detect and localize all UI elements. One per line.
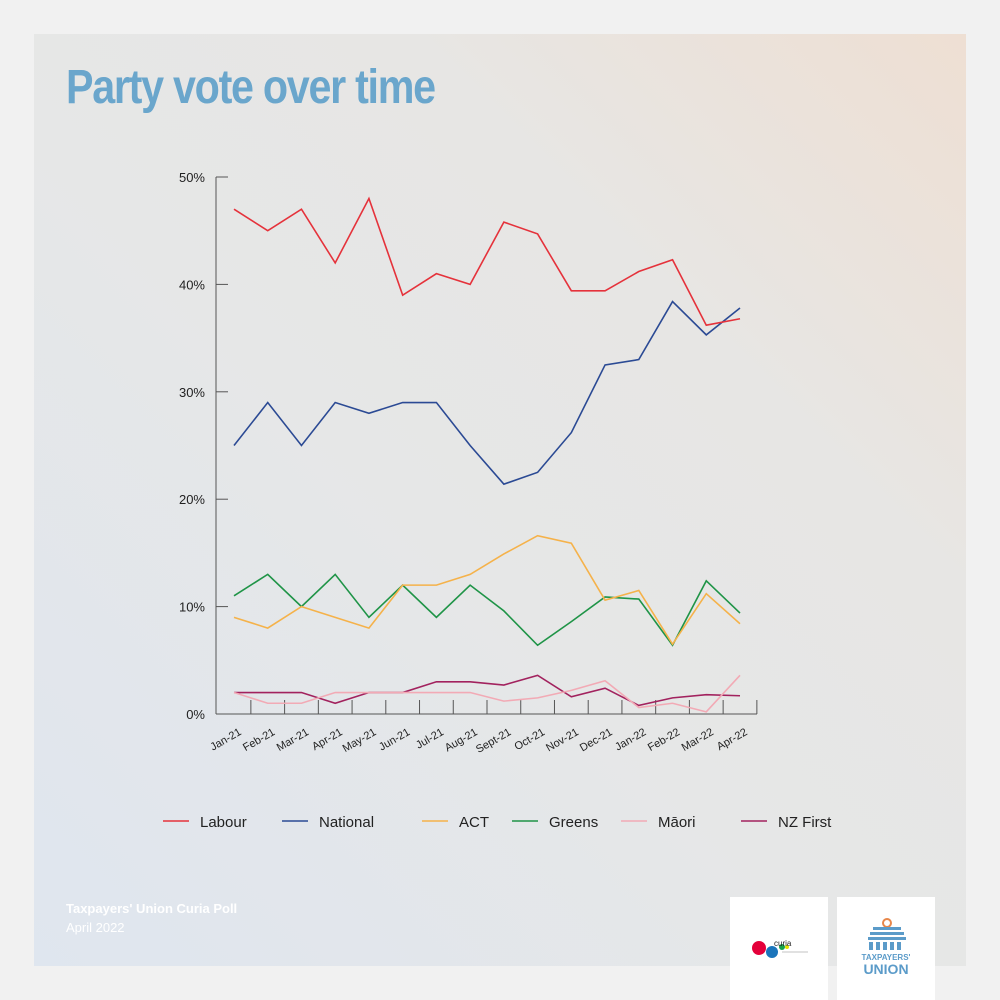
y-tick-label: 0% [186, 707, 205, 722]
x-tick-label: Mar-22 [680, 726, 716, 754]
legend-label: Labour [200, 814, 247, 831]
legend-label: ACT [459, 814, 489, 831]
series-line-national [233, 300, 741, 486]
series-line-act [233, 534, 741, 646]
x-tick-label: Sept-21 [474, 726, 513, 756]
chart-card [34, 34, 966, 966]
svg-text:UNION: UNION [863, 961, 908, 977]
y-tick-label: 30% [179, 385, 205, 400]
svg-text:curia: curia [774, 939, 792, 948]
footer-source: Taxpayers' Union Curia Poll [66, 901, 238, 916]
chart-title: Party vote over time [66, 61, 436, 114]
y-tick-label: 10% [179, 600, 205, 615]
x-tick-label: Jan-21 [208, 726, 243, 753]
x-tick-label: Aug-21 [443, 726, 480, 754]
series-line-māori [233, 674, 741, 713]
x-tick-label: Jul-21 [414, 726, 446, 751]
x-tick-label: Oct-21 [513, 726, 548, 753]
x-tick-label: Jan-22 [613, 726, 648, 753]
x-tick-label: Feb-21 [241, 726, 277, 754]
x-tick-label: Nov-21 [544, 726, 581, 754]
legend-label: Greens [549, 814, 598, 831]
taxpayers-union-logo: TAXPAYERS' UNION [837, 897, 935, 1000]
y-tick-label: 50% [179, 170, 205, 185]
x-tick-label: Apr-21 [310, 726, 345, 753]
legend-label: Māori [658, 814, 696, 831]
x-tick-label: Feb-22 [646, 726, 682, 754]
x-tick-label: Apr-22 [715, 726, 750, 753]
curia-logo: curia [730, 897, 828, 1000]
x-tick-label: May-21 [341, 726, 379, 755]
series-line-greens [233, 573, 741, 647]
footer-date: April 2022 [66, 920, 125, 935]
y-tick-label: 20% [179, 492, 205, 507]
y-tick-label: 40% [179, 277, 205, 292]
x-tick-label: Mar-21 [275, 726, 311, 754]
x-tick-label: Jun-21 [377, 726, 412, 753]
svg-text:TAXPAYERS': TAXPAYERS' [862, 953, 911, 962]
series-line-labour [233, 196, 741, 327]
legend-label: NZ First [778, 814, 832, 831]
legend-label: National [319, 814, 374, 831]
x-tick-label: Dec-21 [578, 726, 615, 754]
